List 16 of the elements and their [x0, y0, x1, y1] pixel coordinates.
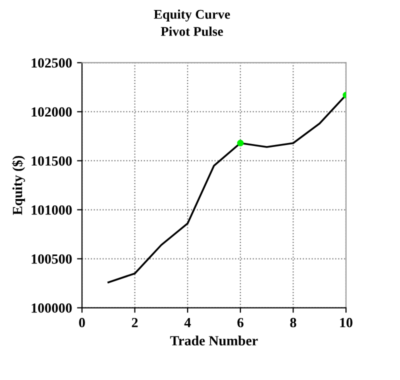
- y-tick-label: 102500: [32, 58, 72, 68]
- y-axis-title: Equity ($): [12, 156, 26, 215]
- x-tick-label: 10: [340, 318, 352, 328]
- y-tick-label: 100500: [32, 254, 72, 264]
- y-tick-label: 101000: [32, 205, 72, 215]
- x-tick-label: 2: [132, 318, 138, 328]
- y-tick-label: 100000: [32, 303, 72, 313]
- x-axis-title: Trade Number: [170, 336, 258, 346]
- chart-title: Equity Curve: [154, 10, 230, 22]
- x-tick-label: 4: [184, 318, 191, 328]
- y-tick-label: 101500: [32, 156, 72, 166]
- x-tick-label: 0: [79, 318, 85, 328]
- y-tick-label: 102000: [32, 107, 72, 117]
- x-tick-label: 8: [290, 318, 296, 328]
- x-tick-label: 6: [237, 318, 244, 328]
- chart-subtitle: Pivot Pulse: [160, 26, 223, 36]
